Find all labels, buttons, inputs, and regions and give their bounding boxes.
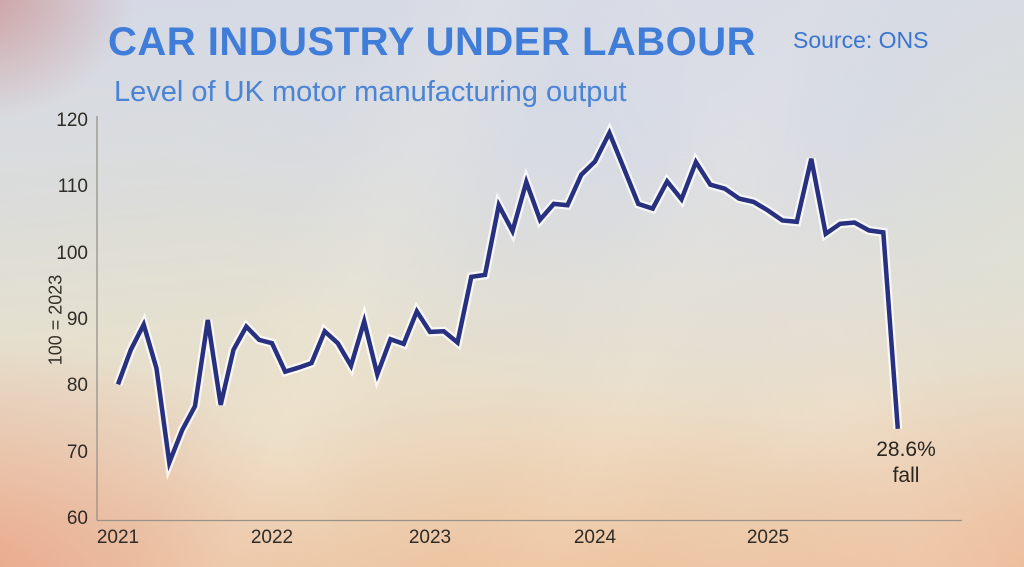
y-tick-label: 60 (66, 507, 88, 529)
chart-title: CAR INDUSTRY UNDER LABOUR (108, 20, 757, 64)
y-tick-label: 100 (56, 242, 88, 264)
x-tick-label: 2021 (96, 527, 140, 548)
x-tick-label: 2025 (746, 527, 790, 548)
source-label: Source: ONS (793, 27, 929, 53)
chart-subtitle: Level of UK motor manufacturing output (114, 76, 627, 108)
series-line-halo (113, 122, 903, 481)
y-axis-title: 100 = 2023 (45, 274, 66, 366)
y-tick-label: 110 (57, 176, 88, 198)
drop-annotation-value: 28.6% (876, 438, 936, 461)
x-tick-label: 2024 (573, 527, 617, 548)
series-line (115, 127, 901, 472)
x-tick-label: 2022 (250, 527, 294, 548)
y-tick-label: 90 (66, 308, 88, 330)
y-tick-label: 120 (56, 110, 88, 131)
drop-annotation-word: fall (892, 464, 920, 487)
x-tick-label: 2023 (408, 527, 452, 548)
y-tick-label: 70 (66, 441, 88, 463)
drop-annotation: 28.6% fall (851, 437, 961, 489)
y-tick-label: 80 (66, 375, 88, 397)
